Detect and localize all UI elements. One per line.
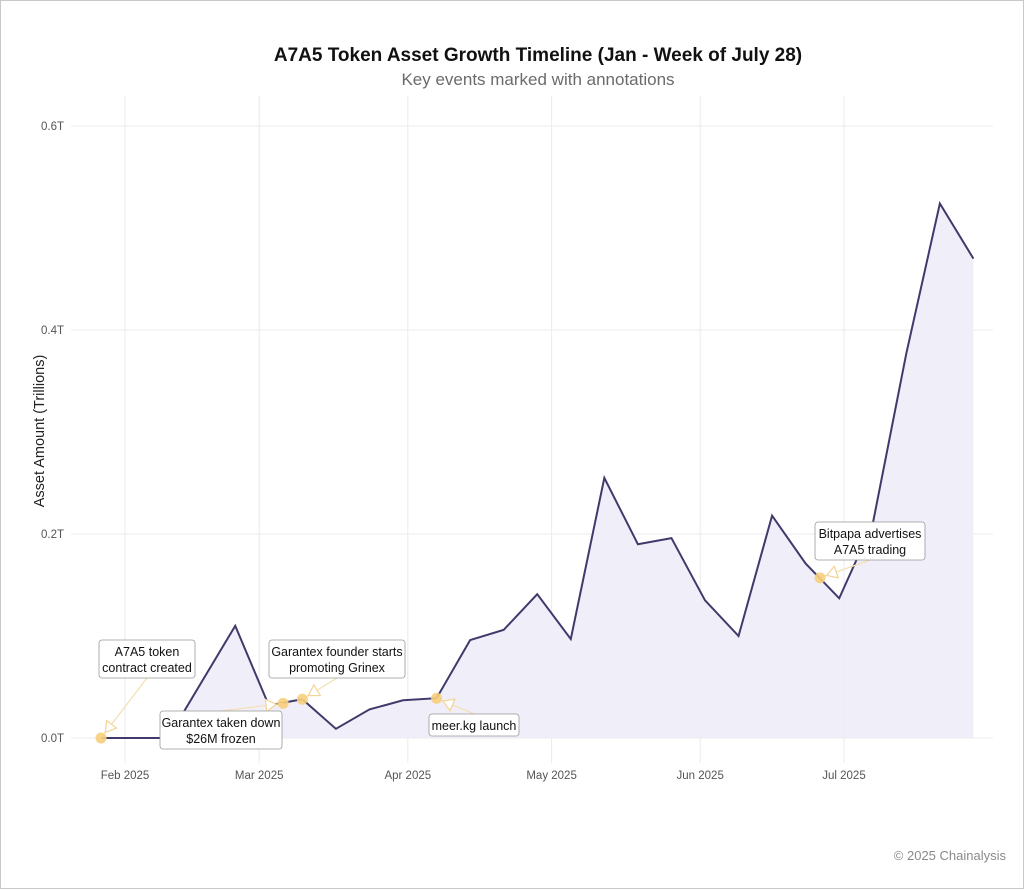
y-tick-label: 0.6T (41, 121, 64, 133)
x-tick-label: Jun 2025 (677, 770, 724, 782)
y-tick-label: 0.2T (41, 529, 64, 541)
series (101, 204, 973, 739)
annotation-arrow-icon (105, 721, 116, 733)
annotation-marker (96, 733, 107, 744)
y-tick-label: 0.0T (41, 733, 64, 745)
chart-subtitle: Key events marked with annotations (401, 70, 674, 89)
annotation-text: contract created (102, 661, 192, 675)
annotation-arrow-icon (308, 685, 320, 696)
copyright-footer: © 2025 Chainalysis (894, 848, 1007, 863)
annotation-text: A7A5 token (115, 645, 180, 659)
x-tick-label: May 2025 (526, 770, 577, 782)
x-tick-label: Feb 2025 (101, 770, 150, 782)
annotation-marker (815, 572, 826, 583)
annotation-text: promoting Grinex (289, 661, 386, 675)
annotation-arrow-icon (827, 566, 839, 578)
y-tick-label: 0.4T (41, 325, 64, 337)
annotation-text: Garantex founder starts (271, 645, 402, 659)
annotation-text: $26M frozen (186, 732, 256, 746)
annotation-grinex: Garantex founder starts promoting Grinex (269, 640, 405, 705)
chart-title: A7A5 Token Asset Growth Timeline (Jan - … (274, 45, 802, 66)
x-tick-label: Apr 2025 (384, 770, 431, 782)
x-tick-label: Mar 2025 (235, 770, 284, 782)
annotation-text: Garantex taken down (162, 716, 281, 730)
annotation-text: Bitpapa advertises (819, 527, 922, 541)
annotation-marker (278, 698, 289, 709)
annotation-text: A7A5 trading (834, 543, 906, 557)
y-axis-label: Asset Amount (Trillions) (32, 355, 48, 508)
annotation-marker (297, 694, 308, 705)
annotation-marker (431, 693, 442, 704)
area-fill (101, 204, 973, 738)
annotation-text: meer.kg launch (432, 719, 517, 733)
x-tick-label: Jul 2025 (822, 770, 865, 782)
